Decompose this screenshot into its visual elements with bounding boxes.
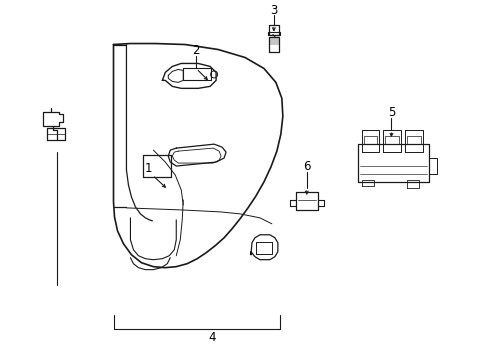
Text: 2: 2 bbox=[192, 44, 200, 57]
Text: 4: 4 bbox=[208, 331, 215, 344]
Text: 1: 1 bbox=[144, 162, 152, 175]
Text: 6: 6 bbox=[303, 159, 310, 172]
Text: 5: 5 bbox=[387, 106, 394, 119]
Text: 3: 3 bbox=[270, 4, 277, 17]
